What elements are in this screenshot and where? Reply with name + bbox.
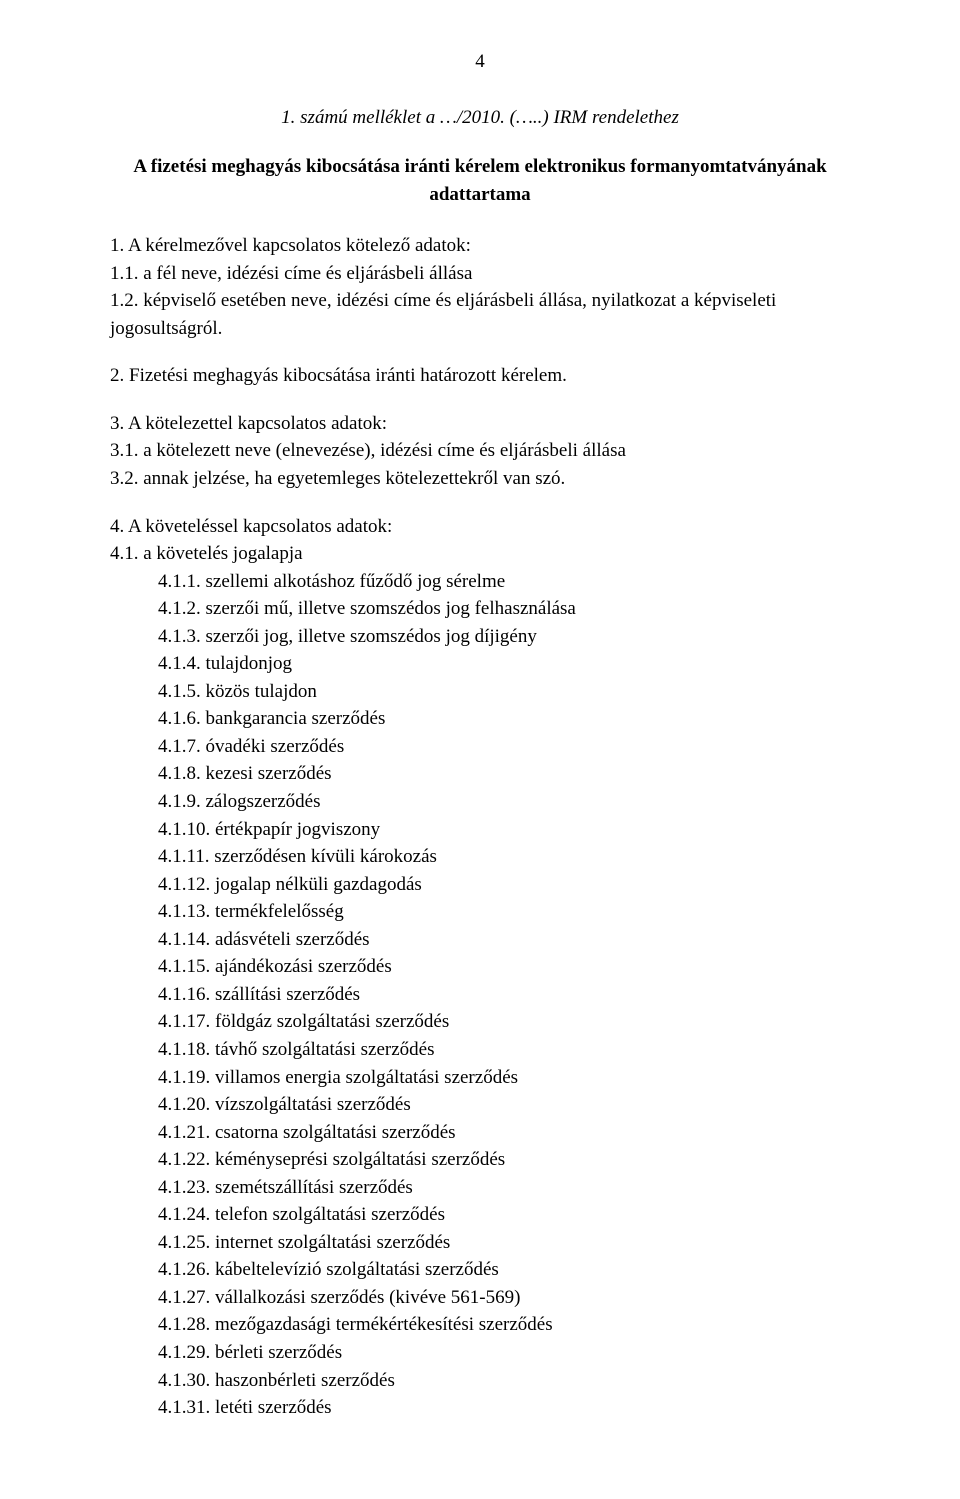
section-4-1-item-text: 4.1.5. közös tulajdon [158, 681, 317, 702]
document-page: 4 1. számú melléklet a …/2010. (…..) IRM… [0, 0, 960, 1499]
section-4-1-item: 4.1.31. letéti szerződés [158, 1394, 850, 1422]
section-4-1-item-text: 4.1.20. vízszolgáltatási szerződés [158, 1094, 411, 1115]
section-4-1-item-text: 4.1.22. kéményseprési szolgáltatási szer… [158, 1149, 505, 1170]
section-3-heading: 3. A kötelezettel kapcsolatos adatok: [110, 410, 850, 438]
section-1-item-2-text: 1.2. képviselő esetében neve, idézési cí… [110, 290, 776, 339]
section-4-1-item: 4.1.22. kéményseprési szolgáltatási szer… [158, 1146, 850, 1174]
section-3-item-1-text: 3.1. a kötelezett neve (elnevezése), idé… [110, 440, 626, 461]
section-4-1-item-text: 4.1.25. internet szolgáltatási szerződés [158, 1232, 450, 1253]
section-4-1-item-text: 4.1.18. távhő szolgáltatási szerződés [158, 1039, 434, 1060]
section-3-heading-text: 3. A kötelezettel kapcsolatos adatok: [110, 413, 387, 434]
title-line-1: A fizetési meghagyás kibocsátása iránti … [110, 153, 850, 181]
section-4-1-item: 4.1.11. szerződésen kívüli károkozás [158, 843, 850, 871]
section-4-1-item: 4.1.5. közös tulajdon [158, 678, 850, 706]
section-4-1-item: 4.1.10. értékpapír jogviszony [158, 816, 850, 844]
section-4-1-item-text: 4.1.12. jogalap nélküli gazdagodás [158, 874, 422, 895]
section-4-1-item-text: 4.1.7. óvadéki szerződés [158, 736, 344, 757]
section-4-1-heading-text: 4.1. a követelés jogalapja [110, 543, 303, 564]
section-4: 4. A követeléssel kapcsolatos adatok: 4.… [110, 513, 850, 1422]
section-4-1-item: 4.1.14. adásvételi szerződés [158, 926, 850, 954]
section-4-1-item-text: 4.1.8. kezesi szerződés [158, 763, 332, 784]
section-4-1-item: 4.1.16. szállítási szerződés [158, 981, 850, 1009]
section-4-1-item: 4.1.13. termékfelelősség [158, 898, 850, 926]
section-4-1-list: 4.1.1. szellemi alkotáshoz fűződő jog sé… [158, 568, 850, 1422]
section-4-1-item: 4.1.20. vízszolgáltatási szerződés [158, 1091, 850, 1119]
section-4-1-item: 4.1.26. kábeltelevízió szolgáltatási sze… [158, 1256, 850, 1284]
section-4-1-item-text: 4.1.17. földgáz szolgáltatási szerződés [158, 1011, 449, 1032]
section-4-1-item-text: 4.1.28. mezőgazdasági termékértékesítési… [158, 1314, 553, 1335]
section-4-1-item-text: 4.1.2. szerzői mű, illetve szomszédos jo… [158, 598, 576, 619]
section-4-1-item: 4.1.17. földgáz szolgáltatási szerződés [158, 1008, 850, 1036]
section-3-item-2-text: 3.2. annak jelzése, ha egyetemleges köte… [110, 468, 565, 489]
section-4-1-item: 4.1.25. internet szolgáltatási szerződés [158, 1229, 850, 1257]
section-4-1-item: 4.1.3. szerzői jog, illetve szomszédos j… [158, 623, 850, 651]
section-1-heading-text: 1. A kérelmezővel kapcsolatos kötelező a… [110, 235, 471, 256]
section-4-1-item: 4.1.12. jogalap nélküli gazdagodás [158, 871, 850, 899]
section-2: 2. Fizetési meghagyás kibocsátása iránti… [110, 362, 850, 390]
section-4-1-item-text: 4.1.1. szellemi alkotáshoz fűződő jog sé… [158, 571, 505, 592]
section-4-heading-text: 4. A követeléssel kapcsolatos adatok: [110, 516, 392, 537]
section-4-1-item: 4.1.15. ajándékozási szerződés [158, 953, 850, 981]
section-3: 3. A kötelezettel kapcsolatos adatok: 3.… [110, 410, 850, 493]
section-4-1-item: 4.1.30. haszonbérleti szerződés [158, 1367, 850, 1395]
section-4-1-item: 4.1.19. villamos energia szolgáltatási s… [158, 1064, 850, 1092]
section-4-1-item-text: 4.1.30. haszonbérleti szerződés [158, 1370, 395, 1391]
section-4-1-item-text: 4.1.6. bankgarancia szerződés [158, 708, 385, 729]
section-4-1-item: 4.1.18. távhő szolgáltatási szerződés [158, 1036, 850, 1064]
section-4-1-item: 4.1.28. mezőgazdasági termékértékesítési… [158, 1311, 850, 1339]
section-4-1-item-text: 4.1.9. zálogszerződés [158, 791, 321, 812]
page-number-text: 4 [475, 51, 485, 72]
document-title: A fizetési meghagyás kibocsátása iránti … [110, 153, 850, 208]
section-4-1-item-text: 4.1.24. telefon szolgáltatási szerződés [158, 1204, 445, 1225]
section-4-1-item-text: 4.1.3. szerzői jog, illetve szomszédos j… [158, 626, 537, 647]
section-4-1-item-text: 4.1.29. bérleti szerződés [158, 1342, 342, 1363]
section-3-item-2: 3.2. annak jelzése, ha egyetemleges köte… [110, 465, 850, 493]
section-4-1-item-text: 4.1.31. letéti szerződés [158, 1397, 332, 1418]
section-2-text: 2. Fizetési meghagyás kibocsátása iránti… [110, 365, 567, 386]
section-2-text-wrap: 2. Fizetési meghagyás kibocsátása iránti… [110, 362, 850, 390]
section-1-item-1-text: 1.1. a fél neve, idézési címe és eljárás… [110, 263, 472, 284]
section-4-1-item-text: 4.1.11. szerződésen kívüli károkozás [158, 846, 437, 867]
section-4-1-item: 4.1.29. bérleti szerződés [158, 1339, 850, 1367]
section-4-1-item: 4.1.2. szerzői mű, illetve szomszédos jo… [158, 595, 850, 623]
section-4-1-item-text: 4.1.15. ajándékozási szerződés [158, 956, 392, 977]
section-4-1-item-text: 4.1.4. tulajdonjog [158, 653, 292, 674]
section-1-item-2: 1.2. képviselő esetében neve, idézési cí… [110, 287, 850, 342]
section-4-1-item-text: 4.1.19. villamos energia szolgáltatási s… [158, 1067, 518, 1088]
section-4-1-heading: 4.1. a követelés jogalapja [110, 540, 850, 568]
section-4-1-item-text: 4.1.10. értékpapír jogviszony [158, 819, 380, 840]
section-4-1-item: 4.1.7. óvadéki szerződés [158, 733, 850, 761]
section-4-1-item-text: 4.1.26. kábeltelevízió szolgáltatási sze… [158, 1259, 499, 1280]
section-4-1-item: 4.1.4. tulajdonjog [158, 650, 850, 678]
page-number: 4 [110, 48, 850, 76]
section-4-1-item: 4.1.8. kezesi szerződés [158, 760, 850, 788]
section-3-item-1: 3.1. a kötelezett neve (elnevezése), idé… [110, 437, 850, 465]
section-4-1-item: 4.1.23. szemétszállítási szerződés [158, 1174, 850, 1202]
section-4-1-item: 4.1.27. vállalkozási szerződés (kivéve 5… [158, 1284, 850, 1312]
section-1-item-1: 1.1. a fél neve, idézési címe és eljárás… [110, 260, 850, 288]
section-4-1-item-text: 4.1.13. termékfelelősség [158, 901, 344, 922]
section-1-heading: 1. A kérelmezővel kapcsolatos kötelező a… [110, 232, 850, 260]
attachment-reference: 1. számú melléklet a …/2010. (…..) IRM r… [110, 104, 850, 132]
attachment-text: 1. számú melléklet a …/2010. (…..) IRM r… [281, 107, 679, 128]
title-line-2: adattartama [110, 181, 850, 209]
section-1: 1. A kérelmezővel kapcsolatos kötelező a… [110, 232, 850, 342]
section-4-1-item: 4.1.6. bankgarancia szerződés [158, 705, 850, 733]
section-4-1-item-text: 4.1.27. vállalkozási szerződés (kivéve 5… [158, 1287, 520, 1308]
section-4-1-item-text: 4.1.14. adásvételi szerződés [158, 929, 370, 950]
section-4-heading: 4. A követeléssel kapcsolatos adatok: [110, 513, 850, 541]
section-4-1-item: 4.1.9. zálogszerződés [158, 788, 850, 816]
section-4-1-item-text: 4.1.21. csatorna szolgáltatási szerződés [158, 1122, 456, 1143]
section-4-1-item-text: 4.1.16. szállítási szerződés [158, 984, 360, 1005]
section-4-1-item: 4.1.21. csatorna szolgáltatási szerződés [158, 1119, 850, 1147]
section-4-1-item: 4.1.1. szellemi alkotáshoz fűződő jog sé… [158, 568, 850, 596]
section-4-1-item-text: 4.1.23. szemétszállítási szerződés [158, 1177, 413, 1198]
section-4-1-item: 4.1.24. telefon szolgáltatási szerződés [158, 1201, 850, 1229]
